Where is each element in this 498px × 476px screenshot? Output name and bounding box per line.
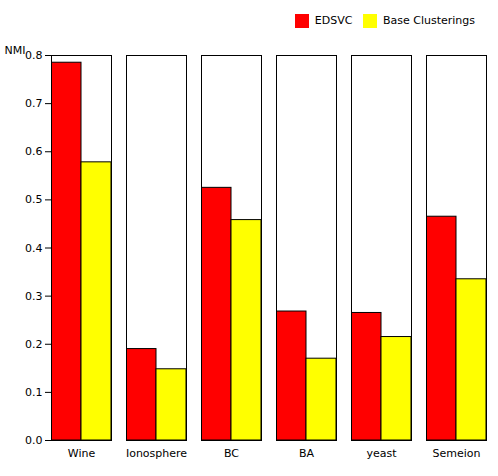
svg-text:0.8: 0.8 (25, 49, 43, 62)
svg-text:Wine: Wine (68, 447, 96, 460)
svg-text:0.2: 0.2 (25, 337, 43, 350)
svg-text:0.4: 0.4 (25, 241, 43, 254)
svg-text:NMI: NMI (5, 44, 26, 57)
html-text:Base Clusterings: Base Clusterings (382, 14, 475, 27)
svg-text:Semeion: Semeion (433, 447, 481, 460)
svg-text:Ionosphere: Ionosphere (126, 447, 187, 460)
svg-text:BA: BA (299, 447, 315, 460)
svg-text:0.7: 0.7 (25, 97, 43, 110)
svg-text:0.6: 0.6 (25, 145, 43, 158)
svg-text:0.0: 0.0 (25, 434, 43, 447)
html-text:EDSVC: EDSVC (314, 14, 353, 27)
svg-text:0.3: 0.3 (25, 289, 43, 302)
svg-text:BC: BC (224, 447, 239, 460)
svg-text:yeast: yeast (366, 447, 397, 460)
svg-text:0.1: 0.1 (25, 385, 43, 398)
svg-text:0.5: 0.5 (25, 193, 43, 206)
